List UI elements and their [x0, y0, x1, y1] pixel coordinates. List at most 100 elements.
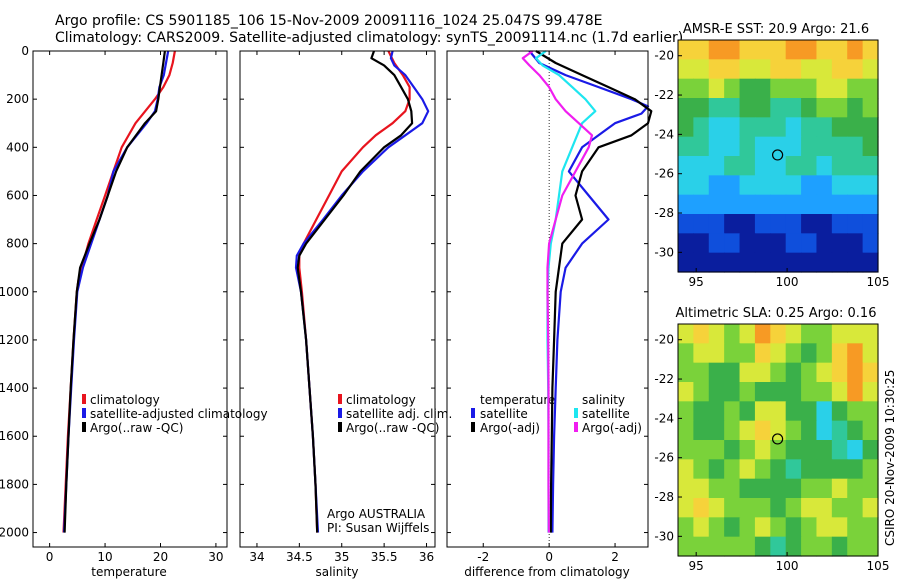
- sla_map-cell: [831, 478, 848, 499]
- sla_map-cell: [847, 324, 864, 344]
- sst_map-cell: [708, 78, 725, 99]
- sst_map-cell: [678, 194, 694, 215]
- sst_map-cell: [831, 40, 848, 60]
- sla_map-cell: [847, 478, 864, 499]
- sla_map-lat-tick-label: -20: [654, 333, 674, 347]
- sst_map-cell: [816, 59, 833, 80]
- sla_map-cell: [847, 401, 864, 422]
- sst_map-cell: [847, 59, 864, 80]
- salinity-series-satellite-adj-clim-: [294, 50, 430, 533]
- sst_map-cell: [708, 98, 725, 118]
- sst_map-lat-tick-label: -30: [654, 245, 674, 259]
- sst_map-cell: [862, 252, 879, 273]
- sla_map-cell: [693, 459, 710, 480]
- sla_map-cell: [831, 343, 848, 364]
- temperature-xtick-label: 20: [153, 550, 168, 564]
- depth-tick-label: 400: [6, 140, 29, 154]
- sst_map-cell: [801, 214, 818, 234]
- sst_map-cell: [785, 175, 802, 196]
- sla_map-cell: [862, 362, 879, 383]
- sla_map-cell: [770, 440, 787, 460]
- sst_map-cell: [678, 40, 694, 60]
- sla_map-cell: [785, 420, 802, 441]
- sla_map-cell: [816, 517, 833, 538]
- sst_map-cell: [816, 194, 833, 215]
- sst_map-cell: [693, 98, 710, 118]
- sla_map-cell: [708, 517, 725, 538]
- sla_map-cell: [724, 343, 741, 364]
- sla_map-cell: [785, 478, 802, 499]
- sst_map-cell: [693, 59, 710, 80]
- legend-swatch-satellite: [82, 408, 86, 418]
- temperature-legend: climatology satellite-adjusted climatolo…: [82, 393, 268, 435]
- salinity-profile-panel: salinity climatology satellite adj. clim…: [239, 50, 452, 579]
- sla_map-cell: [678, 459, 694, 480]
- sla_map-cell: [862, 382, 879, 402]
- sla_map-cell: [862, 401, 879, 422]
- sla_map-cell: [801, 440, 818, 460]
- sla_map-cell: [678, 478, 694, 499]
- sla_map-cell: [785, 459, 802, 480]
- sla_map-cell: [801, 343, 818, 364]
- sla_map-cell: [693, 536, 710, 557]
- depth-tick-label: 1600: [0, 429, 29, 443]
- sst_map-cell: [785, 59, 802, 80]
- legend-title-salinity: salinity: [582, 393, 625, 407]
- sla_map-frame: [677, 323, 879, 557]
- sla_map-cell: [770, 536, 787, 557]
- sst_map-cell: [847, 233, 864, 254]
- legend-label-argo: Argo(..raw -QC): [346, 421, 439, 435]
- sst_map-cell: [801, 136, 818, 157]
- sla_map-cell: [862, 498, 879, 518]
- sst_map-cell: [831, 98, 848, 118]
- sla_map-cell: [770, 343, 787, 364]
- sla_map-cell: [678, 420, 694, 441]
- sla_map-cell: [847, 362, 864, 383]
- temperature-series-climatology: [62, 50, 176, 533]
- legend-swatch-satellite: [338, 408, 342, 418]
- sst_map-cell: [724, 194, 741, 215]
- sst_map-cell: [862, 117, 879, 138]
- sla_map-cell: [770, 401, 787, 422]
- sst_map-cell: [708, 214, 725, 234]
- sst_map-cell: [816, 156, 833, 176]
- sla_map-cell: [708, 536, 725, 557]
- sla_map-cell: [708, 382, 725, 402]
- sst_map-cell: [739, 59, 756, 80]
- sla_map-cell: [724, 382, 741, 402]
- sla_map-cell: [693, 420, 710, 441]
- sla_map-cell: [770, 459, 787, 480]
- sst_map-lon-tick-label: 95: [689, 275, 704, 289]
- sst_map-cell: [693, 40, 710, 60]
- sst_map-cell: [678, 175, 694, 196]
- difference-xtick-label: -2: [477, 550, 489, 564]
- sst_map-frame: [677, 39, 879, 273]
- float-pi-label: PI: Susan Wijffels: [327, 521, 429, 535]
- sla_map-cell: [785, 536, 802, 557]
- sla_map-cell: [785, 324, 802, 344]
- sla_map-cell: [862, 343, 879, 364]
- sla_map-cell: [816, 324, 833, 344]
- sla_map-cell: [785, 401, 802, 422]
- sst_map-cell: [801, 59, 818, 80]
- salinity-xtick-label: 35: [334, 550, 349, 564]
- sla_map-cell: [739, 498, 756, 518]
- salinity-xtick-label: 35.5: [371, 550, 398, 564]
- sst_map-cell: [678, 214, 694, 234]
- salinity-series-argo-raw-qc-: [296, 50, 414, 533]
- sla_map-cell: [739, 420, 756, 441]
- sla_map-cell: [770, 478, 787, 499]
- sst_map-cell: [847, 117, 864, 138]
- sst_map-cell: [739, 233, 756, 254]
- sla_map-cell: [678, 401, 694, 422]
- sst_map-cell: [724, 175, 741, 196]
- sst_map-cell: [847, 136, 864, 157]
- sla_map-cell: [785, 498, 802, 518]
- sst_map-cell: [708, 233, 725, 254]
- sst_map-cell: [708, 175, 725, 196]
- sla_map-cell: [847, 440, 864, 460]
- sst_map-cell: [708, 59, 725, 80]
- sst_map-cell: [831, 117, 848, 138]
- sst_map-cell: [770, 194, 787, 215]
- sla_map-lat-tick-label: -22: [654, 372, 674, 386]
